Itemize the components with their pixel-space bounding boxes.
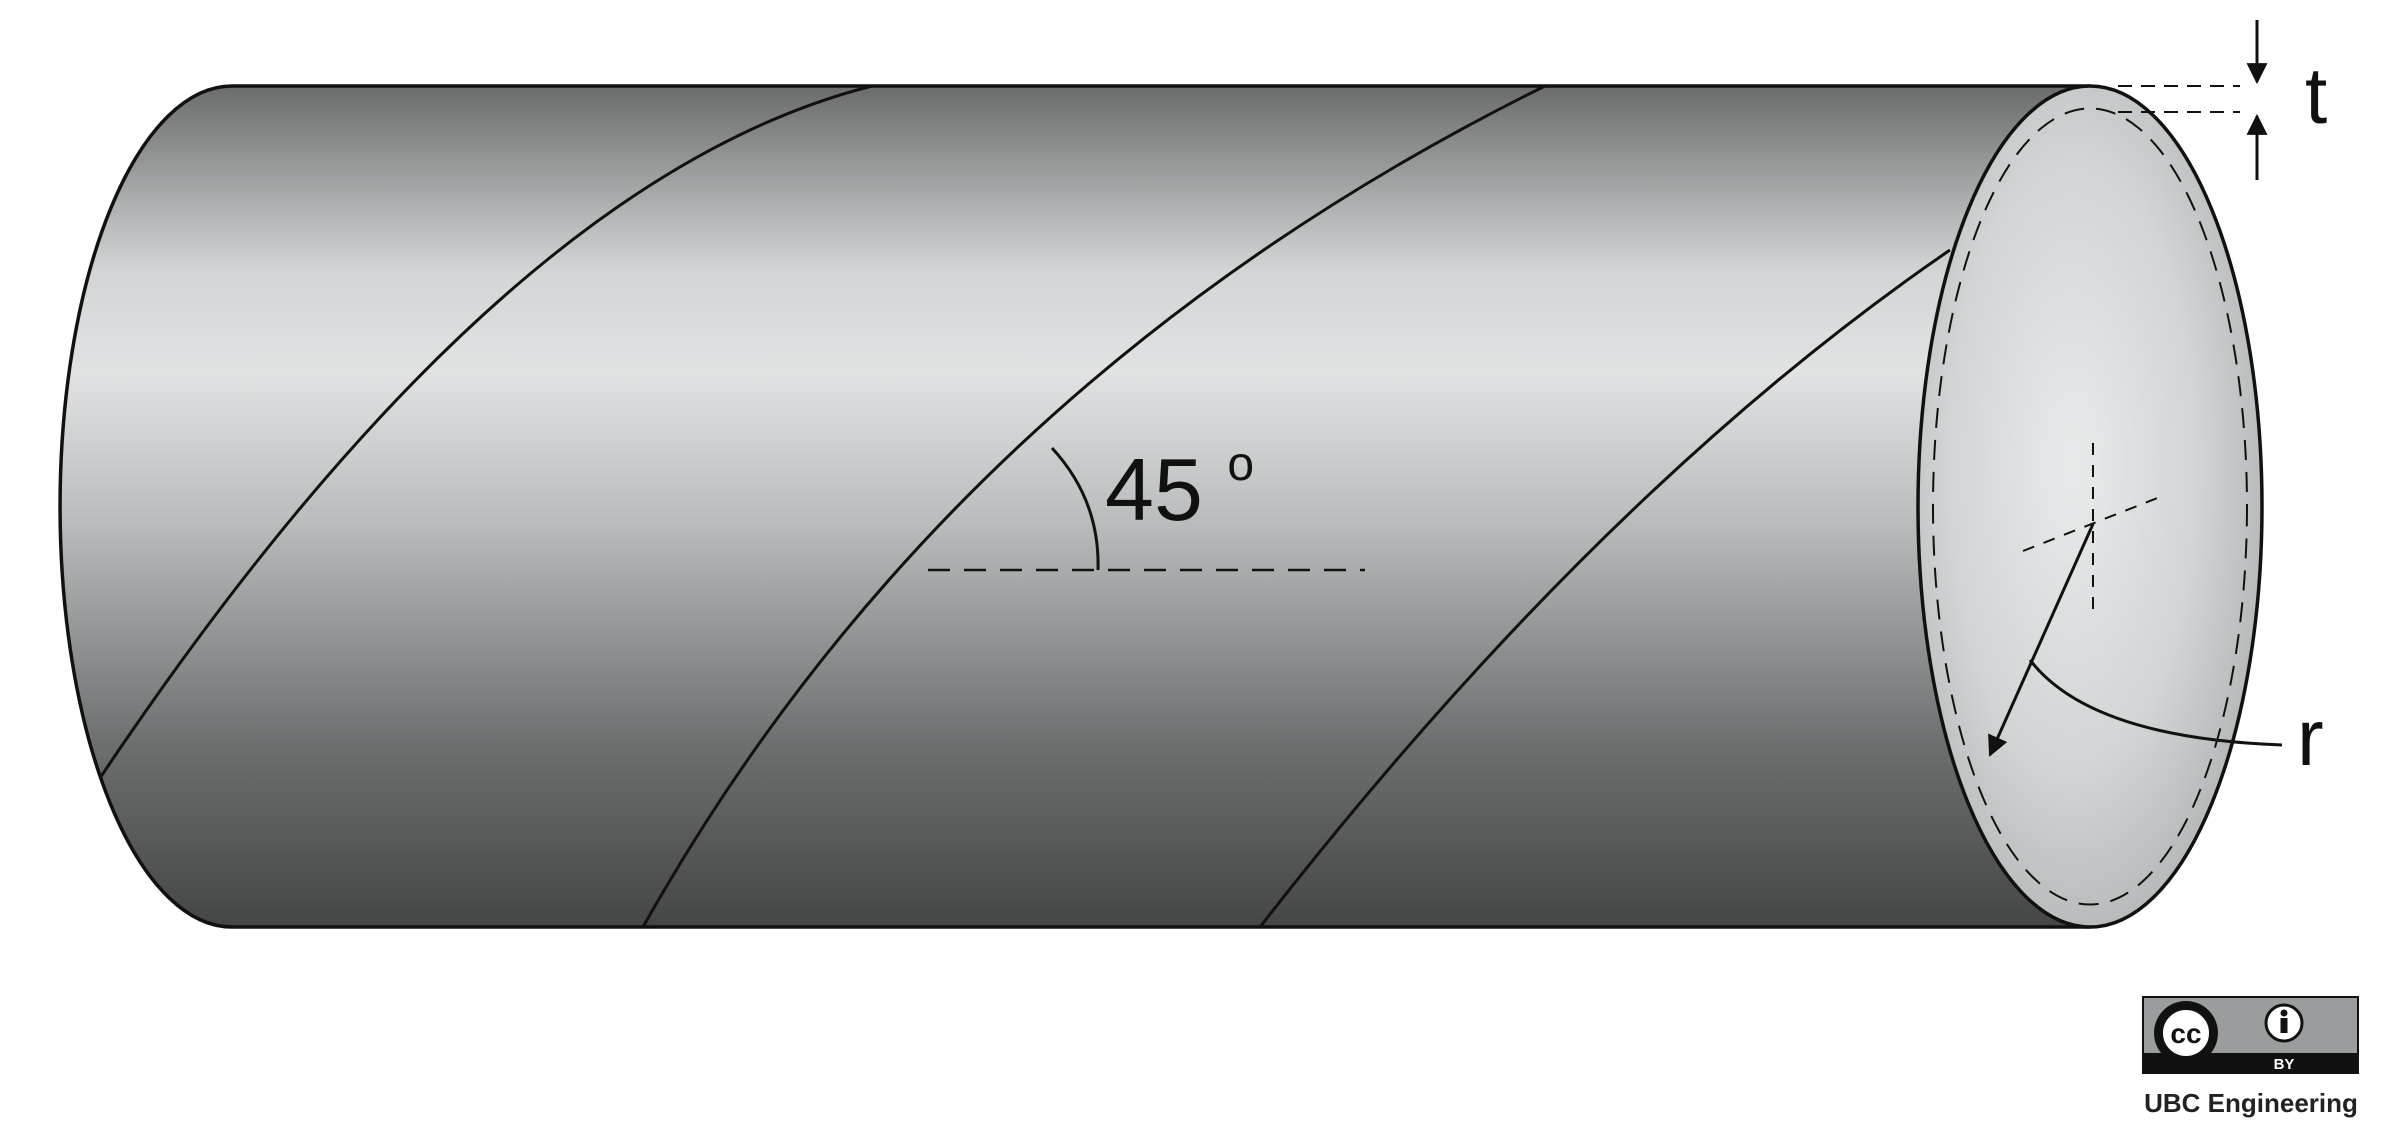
angle-arc — [1050, 446, 1100, 571]
radius-annotation: r — [1988, 523, 2324, 782]
cylinder-end-face — [1916, 84, 2264, 929]
cc-icon — [2159, 1006, 2213, 1060]
cc-icon-text: cc — [2170, 1018, 2201, 1049]
attribution-icon-head — [2280, 1009, 2288, 1017]
angle-value: 45 o — [1105, 438, 1254, 539]
end-face-inner-edge — [1932, 107, 2248, 906]
angle-annotation: 45 o — [928, 438, 1365, 572]
radius-leader — [2028, 659, 2283, 747]
attribution-icon-body — [2280, 1018, 2288, 1033]
attribution-text: UBC Engineering — [2144, 1088, 2358, 1118]
license-badge: cc BY UBC Engineering — [2142, 996, 2359, 1118]
end-face-outer-edge — [1916, 84, 2264, 929]
helical-seams — [98, 86, 1951, 927]
cylinder-body — [58, 84, 2091, 929]
cylinder-outline — [58, 84, 2090, 929]
by-label: BY — [2274, 1056, 2295, 1073]
radius-arrow — [1988, 523, 2095, 757]
radius-label: r — [2297, 693, 2324, 782]
angle-degree-mark: o — [1227, 438, 1254, 491]
thickness-annotation: t — [2118, 20, 2327, 180]
cylinder-surface — [60, 86, 2091, 927]
helical-seam-2 — [641, 86, 1546, 927]
helical-seam-3 — [1258, 248, 1951, 927]
helical-seam-1 — [98, 86, 873, 779]
thickness-label: t — [2305, 51, 2327, 140]
angle-number: 45 — [1105, 440, 1203, 539]
